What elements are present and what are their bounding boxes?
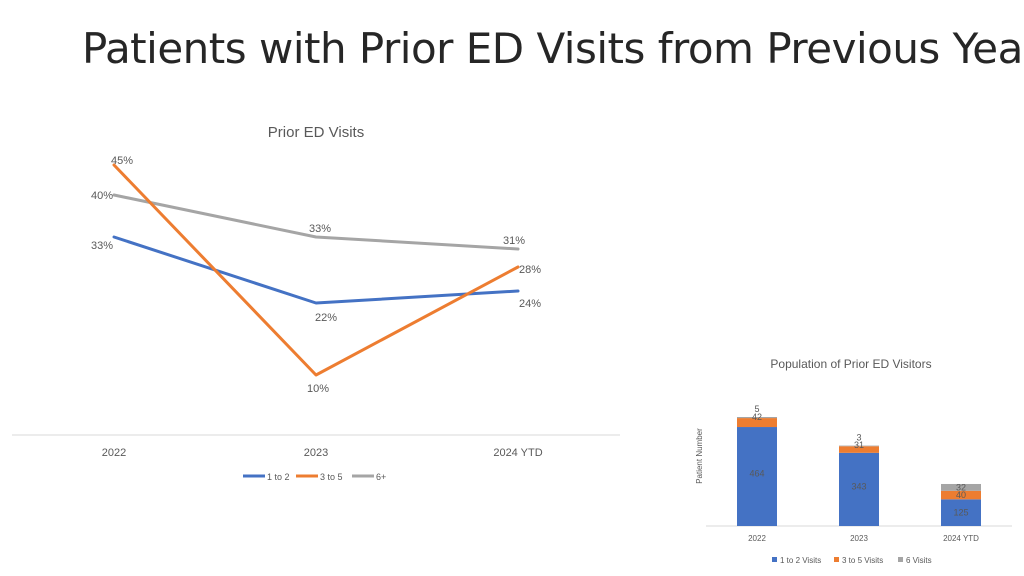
line-legend-label: 3 to 5: [320, 472, 343, 482]
bar-x-tick-label: 2024 YTD: [943, 534, 979, 543]
line-chart-x-tick-label: 2023: [304, 447, 328, 459]
bar-segment: [839, 452, 879, 526]
line-legend-label: 1 to 2: [267, 472, 290, 482]
bar-data-label: 42: [752, 412, 762, 422]
line-data-label: 31%: [503, 235, 525, 247]
line-data-label: 24%: [519, 298, 541, 310]
bar-segment: [737, 427, 777, 526]
bar-segment: [941, 490, 981, 500]
bar-legend-swatch: [834, 557, 839, 562]
line-data-label: 28%: [519, 264, 541, 276]
bar-data-label: 125: [953, 508, 968, 518]
bar-data-label: 40: [956, 490, 966, 500]
bar-legend-label: 3 to 5 Visits: [842, 556, 883, 565]
bar-data-label: 464: [749, 469, 764, 479]
bar-segment: [839, 445, 879, 447]
line-legend-label: 6+: [376, 472, 386, 482]
line-data-label: 10%: [307, 383, 329, 395]
bar-legend-label: 6 Visits: [906, 556, 932, 565]
line-series-6-: [112, 193, 520, 251]
bar-data-label: 5: [754, 404, 759, 414]
bar-segment: [941, 483, 981, 491]
line-series-1-to-2: [112, 235, 520, 305]
bar-segment: [737, 418, 777, 428]
bar-legend-label: 1 to 2 Visits: [780, 556, 821, 565]
bar-segment: [839, 446, 879, 453]
line-data-label: 33%: [309, 223, 331, 235]
bar-chart-y-axis-label: Patient Number: [695, 428, 704, 484]
bar-legend-swatch: [898, 557, 903, 562]
line-data-label: 22%: [315, 312, 337, 324]
bar-segment: [941, 499, 981, 526]
bar-data-label: 32: [956, 482, 966, 492]
bar-data-label: 3: [856, 433, 861, 443]
bar-data-label: 31: [854, 440, 864, 450]
bar-data-label: 343: [851, 481, 866, 491]
line-chart-title: Prior ED Visits: [268, 124, 364, 141]
bar-x-tick-label: 2022: [748, 534, 766, 543]
line-data-label: 40%: [91, 190, 113, 202]
line-chart-x-tick-label: 2022: [102, 447, 126, 459]
bar-x-tick-label: 2023: [850, 534, 868, 543]
line-data-label: 33%: [91, 240, 113, 252]
bar-segment: [737, 417, 777, 419]
line-series-3-to-5: [112, 163, 520, 377]
page-title: Patients with Prior ED Visits from Previ…: [82, 24, 1024, 73]
line-chart-x-tick-label: 2024 YTD: [493, 447, 542, 459]
bar-legend-swatch: [772, 557, 777, 562]
line-data-label: 45%: [111, 155, 133, 167]
bar-chart-title: Population of Prior ED Visitors: [770, 357, 931, 371]
